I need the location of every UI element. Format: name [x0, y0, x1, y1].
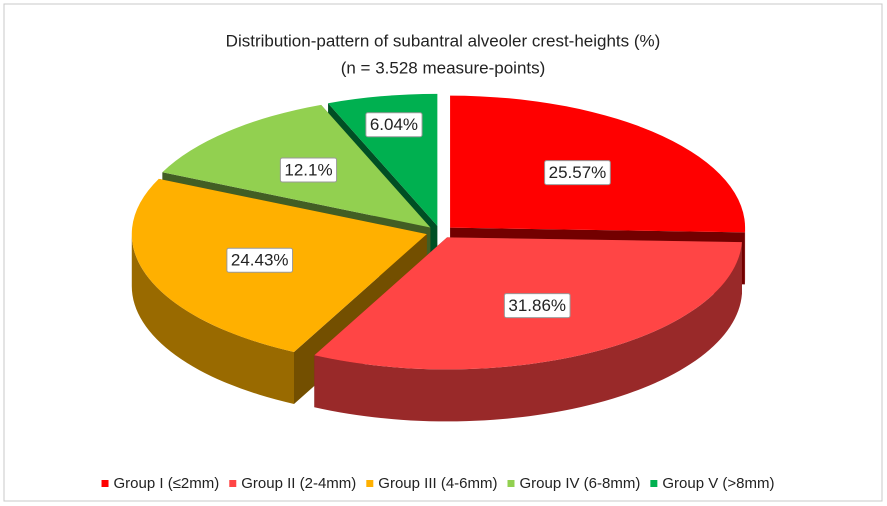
- legend-label: Group I (≤2mm): [114, 475, 220, 492]
- data-label-box: [544, 160, 611, 186]
- data-label: 24.43%: [231, 251, 289, 270]
- chart-title: Distribution-pattern of subantral alveol…: [226, 31, 661, 50]
- data-label: 6.04%: [370, 115, 418, 134]
- legend-label: Group V (>8mm): [662, 475, 774, 492]
- legend-swatch: [366, 480, 374, 487]
- data-label-box: [365, 112, 423, 138]
- data-label: 12.1%: [284, 161, 332, 180]
- slice-wall: [131, 234, 295, 404]
- legend-swatch: [101, 480, 109, 487]
- data-label: 25.57%: [549, 163, 607, 182]
- legend-swatch: [229, 480, 237, 487]
- data-label-box: [226, 247, 294, 273]
- slice-wall: [314, 242, 742, 422]
- data-label-box: [279, 157, 338, 183]
- legend-label: Group II (2-4mm): [241, 475, 356, 492]
- legend-swatch: [507, 480, 515, 487]
- chart-subtitle: (n = 3.528 measure-points): [341, 58, 546, 77]
- legend-label: Group IV (6-8mm): [519, 475, 640, 492]
- data-label: 31.86%: [508, 296, 566, 315]
- legend-swatch: [650, 480, 658, 487]
- data-label-box: [503, 293, 571, 319]
- legend-label: Group III (4-6mm): [378, 475, 497, 492]
